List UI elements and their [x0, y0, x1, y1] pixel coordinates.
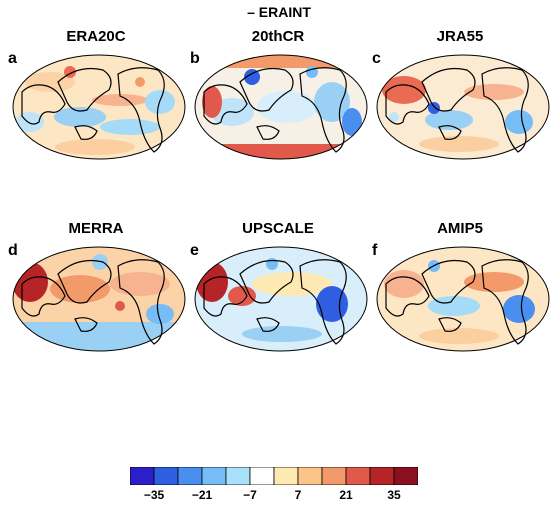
figure-title: – ERAINT — [247, 4, 311, 20]
difference-map — [194, 54, 368, 160]
panel-title: JRA55 — [436, 28, 484, 45]
colorbar-tick-labels: −35 −21 −7 7 21 35 — [130, 488, 418, 504]
panel-letter: e — [190, 242, 199, 259]
panel-title: AMIP5 — [437, 220, 483, 237]
panel-title: UPSCALE — [242, 220, 314, 237]
colorbar-tick-label: 7 — [294, 488, 302, 502]
panel-title: MERRA — [68, 220, 124, 237]
colorbar-swatch — [225, 467, 251, 485]
colorbar-swatch — [321, 467, 347, 485]
colorbar-tick-label: −35 — [143, 488, 165, 502]
colorbar-swatch — [130, 467, 155, 485]
panel-merra: MERRA d — [6, 220, 186, 352]
panel-letter: f — [372, 242, 378, 259]
difference-map — [376, 54, 550, 160]
colorbar-tick-label: −7 — [243, 488, 257, 502]
difference-map — [12, 54, 186, 160]
colorbar-swatch — [297, 467, 323, 485]
colorbar-tick-label: 21 — [339, 488, 353, 502]
panel-era20c: ERA20C a — [6, 28, 186, 160]
colorbar-swatch — [369, 467, 395, 485]
difference-map — [194, 246, 368, 352]
panel-amip5: AMIP5 f — [370, 220, 550, 352]
colorbar — [130, 467, 418, 485]
colorbar-tick-label: −21 — [191, 488, 213, 502]
colorbar-swatch — [177, 467, 203, 485]
colorbar-swatch — [153, 467, 179, 485]
difference-map — [376, 246, 550, 352]
panel-letter: a — [8, 50, 17, 67]
colorbar-swatch — [249, 467, 275, 485]
panel-letter: d — [8, 242, 18, 259]
colorbar-swatch — [345, 467, 371, 485]
panel-letter: c — [372, 50, 381, 67]
colorbar-swatch — [273, 467, 299, 485]
difference-map — [12, 246, 186, 352]
panel-title: ERA20C — [66, 28, 126, 45]
panel-title: 20thCR — [251, 28, 305, 45]
panel-20thcr: 20thCR b — [188, 28, 368, 160]
panel-upscale: UPSCALE e — [188, 220, 368, 352]
panel-letter: b — [190, 50, 200, 67]
panel-jra55: JRA55 c — [370, 28, 550, 160]
colorbar-swatch — [393, 467, 418, 485]
colorbar-tick-label: 35 — [387, 488, 401, 502]
colorbar-swatch — [201, 467, 227, 485]
